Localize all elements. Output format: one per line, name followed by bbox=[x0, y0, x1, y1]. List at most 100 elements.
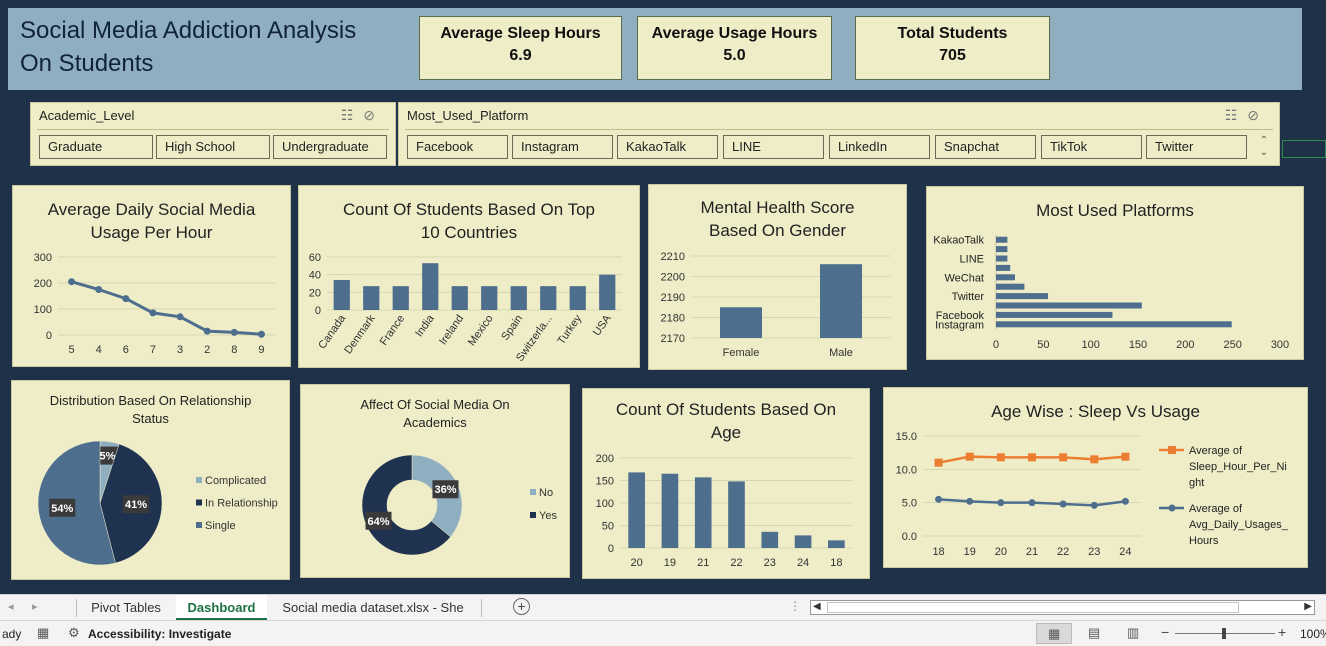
slicer-item-line[interactable]: LINE bbox=[723, 135, 824, 159]
status-ready: ady bbox=[2, 627, 22, 641]
slicer-item-snapchat[interactable]: Snapchat bbox=[935, 135, 1036, 159]
add-sheet-icon[interactable]: + bbox=[513, 598, 530, 615]
data-label-box bbox=[49, 498, 76, 517]
scroll-tabs-left-icon[interactable]: ◂ bbox=[8, 601, 14, 613]
slicer-academic-level: Academic_Level ☷⊘ Graduate High School U… bbox=[30, 102, 396, 166]
tab-divider bbox=[76, 599, 77, 617]
scroll-tabs-right-icon[interactable]: ▸ bbox=[32, 601, 38, 613]
kpi-average-usage-hours: Average Usage Hours 5.0 bbox=[637, 16, 832, 80]
x-tick-label: Male bbox=[829, 347, 853, 359]
x-tick-label: 0 bbox=[993, 339, 999, 351]
relationship-status-plot: 5% 41% 54% Complicated In Relationship Single bbox=[37, 440, 278, 566]
slicer-item-graduate[interactable]: Graduate bbox=[39, 135, 153, 159]
zoom-level[interactable]: 100% bbox=[1300, 627, 1326, 641]
y-tick-label: 0.0 bbox=[902, 531, 917, 543]
bar bbox=[996, 255, 1008, 262]
data-label-box bbox=[122, 495, 149, 514]
x-tick-label: 50 bbox=[1037, 339, 1049, 351]
slicer-most-used-platform: Most_Used_Platform ☷⊘ Facebook Instagram… bbox=[398, 102, 1280, 166]
bar bbox=[569, 286, 586, 310]
bar bbox=[761, 531, 779, 548]
scroll-right-icon[interactable]: ▶ bbox=[1304, 601, 1312, 612]
legend-label: ght bbox=[1189, 477, 1204, 489]
legend-swatch bbox=[196, 499, 202, 506]
zoom-slider-thumb[interactable] bbox=[1222, 628, 1226, 639]
y-tick-label: 2200 bbox=[661, 272, 685, 284]
chart-title: Age Wise : Sleep Vs Usage bbox=[991, 402, 1200, 421]
slicer-item-linkedin[interactable]: LinkedIn bbox=[829, 135, 930, 159]
y-tick-label: 5.0 bbox=[902, 498, 917, 510]
y-tick-label: 150 bbox=[596, 476, 614, 488]
bar bbox=[996, 236, 1008, 243]
data-point bbox=[966, 497, 974, 505]
data-point bbox=[122, 295, 130, 303]
clear-filter-icon[interactable]: ⊘ bbox=[1247, 107, 1269, 123]
x-tick-label: Turkey bbox=[555, 312, 584, 346]
x-tick-label: 5 bbox=[69, 344, 75, 356]
bar bbox=[996, 274, 1015, 281]
sleep-vs-usage-plot: 0.0 5.0 10.0 15.0 18 19 20 21 22 23 24 Average of Sl… bbox=[896, 431, 1289, 558]
page-layout-view-icon[interactable]: ▤ bbox=[1088, 625, 1101, 640]
bar bbox=[694, 477, 712, 548]
data-point bbox=[257, 330, 265, 338]
macro-recording-icon[interactable]: ▦ bbox=[37, 625, 50, 640]
x-tick-label: 18 bbox=[830, 557, 842, 569]
x-tick-label: 2 bbox=[204, 344, 210, 356]
zoom-out-icon[interactable]: − bbox=[1161, 624, 1170, 640]
page-break-view-icon[interactable]: ▥ bbox=[1127, 625, 1140, 640]
data-point bbox=[935, 495, 943, 503]
horizontal-scrollbar[interactable]: ◀ ▶ bbox=[810, 600, 1315, 615]
age-count-plot: 0 50 100 150 200 20 19 21 22 23 24 18 bbox=[596, 453, 853, 569]
bar bbox=[599, 274, 616, 310]
slicer-item-twitter[interactable]: Twitter bbox=[1146, 135, 1247, 159]
y-tick-label: 0 bbox=[608, 543, 614, 555]
chart-title: Distribution Based On Relationship Statu… bbox=[49, 393, 252, 426]
multi-select-icon[interactable]: ☷ bbox=[1224, 107, 1248, 123]
bar bbox=[481, 286, 498, 310]
legend-swatch bbox=[196, 477, 202, 483]
kpi-value: 705 bbox=[939, 47, 966, 64]
scrollbar-thumb[interactable] bbox=[827, 602, 1239, 613]
slicer-item-high-school[interactable]: High School bbox=[156, 135, 270, 159]
sheet-tab-bar: ◂ ▸ Pivot Tables Dashboard Social media … bbox=[0, 594, 1326, 620]
data-label: 41% bbox=[125, 499, 147, 511]
x-tick-label: 21 bbox=[697, 557, 709, 569]
slicer-controls: ☷⊘ bbox=[341, 107, 385, 124]
slicer-item-instagram[interactable]: Instagram bbox=[512, 135, 613, 159]
normal-view-button[interactable]: ▦ bbox=[1036, 623, 1072, 644]
scroll-up-icon[interactable]: ⌃ bbox=[1259, 135, 1269, 146]
mental-health-plot: 2170 2180 2190 2200 2210 Female Male bbox=[661, 251, 891, 359]
slicer-item-kakaotalk[interactable]: KakaoTalk bbox=[617, 135, 718, 159]
kpi-value: 6.9 bbox=[509, 47, 532, 64]
x-tick-label: 200 bbox=[1176, 339, 1194, 351]
legend-label: Complicated bbox=[205, 475, 266, 487]
accessibility-icon[interactable]: ⚙ bbox=[68, 625, 80, 640]
chart-title: Average Daily Social Media Usage Per Hou… bbox=[47, 200, 256, 242]
x-tick-label: 100 bbox=[1081, 339, 1099, 351]
clear-filter-icon[interactable]: ⊘ bbox=[363, 107, 385, 123]
y-tick-label: 40 bbox=[309, 270, 321, 282]
tab-social-media-dataset[interactable]: Social media dataset.xlsx - She bbox=[282, 600, 464, 615]
multi-select-icon[interactable]: ☷ bbox=[340, 107, 364, 123]
scroll-down-icon[interactable]: ⌄ bbox=[1259, 147, 1269, 158]
legend-label: Average of bbox=[1189, 445, 1243, 457]
y-tick-label: 100 bbox=[34, 304, 52, 316]
slicer-scroll[interactable]: ⌃ ⌄ bbox=[1257, 135, 1271, 159]
splitter-handle-icon[interactable]: ⋮ bbox=[789, 599, 801, 613]
bar bbox=[794, 535, 812, 548]
y-tick-label: Instagram bbox=[935, 319, 984, 331]
slicer-item-facebook[interactable]: Facebook bbox=[407, 135, 508, 159]
accessibility-status[interactable]: Accessibility: Investigate bbox=[88, 627, 232, 641]
slicer-item-undergraduate[interactable]: Undergraduate bbox=[273, 135, 387, 159]
y-tick-label: 50 bbox=[602, 521, 614, 533]
tab-dashboard[interactable]: Dashboard bbox=[176, 595, 267, 620]
selected-cell[interactable] bbox=[1282, 140, 1326, 158]
y-tick-label: 15.0 bbox=[896, 431, 917, 443]
chart-age-count: Count Of Students Based On Age 0 50 100 150… bbox=[582, 388, 870, 579]
slicer-item-tiktok[interactable]: TikTok bbox=[1041, 135, 1142, 159]
zoom-in-icon[interactable]: + bbox=[1278, 624, 1287, 640]
tab-pivot-tables[interactable]: Pivot Tables bbox=[91, 600, 161, 615]
scroll-left-icon[interactable]: ◀ bbox=[813, 601, 821, 612]
legend-label: Single bbox=[205, 520, 236, 532]
